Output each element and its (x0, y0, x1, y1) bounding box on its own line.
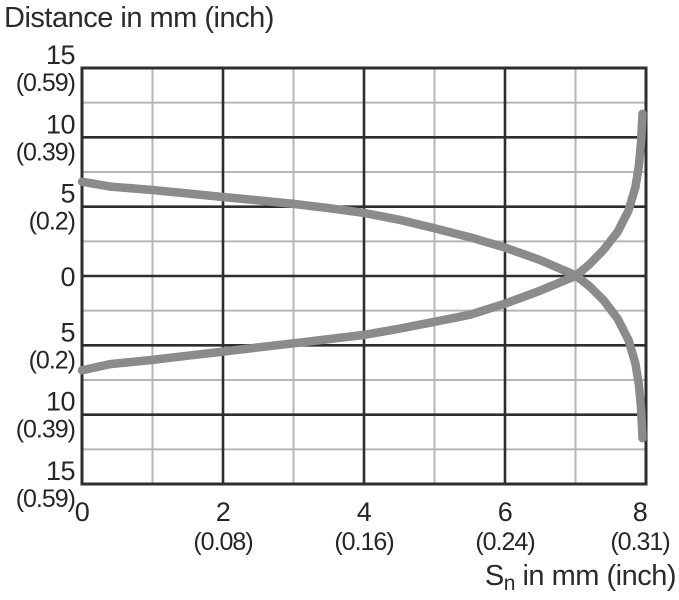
x-axis-tick-labels: 0 2(0.08) 4(0.16) 6(0.24) 8(0.31) (75, 497, 671, 556)
major-gridlines (80, 66, 648, 486)
y-tick-inch-label: (0.39) (16, 416, 75, 444)
sensing-curves (77, 109, 647, 443)
x-tick-inch-label: (0.08) (193, 528, 252, 556)
y-tick-mm-label: 0 (60, 262, 75, 292)
x-tick-inch-label: (0.31) (610, 528, 669, 556)
x-tick-mm-label: 6 (498, 497, 513, 527)
y-axis-tick-labels: 15(0.59)10(0.39)5(0.2)05(0.2)10(0.39)15(… (16, 40, 76, 513)
x-tick-inch-label: (0.16) (334, 528, 393, 556)
y-tick-inch-label: (0.2) (29, 346, 75, 374)
x-tick-inch-label: (0.24) (475, 528, 534, 556)
y-tick-inch-label: (0.59) (16, 69, 75, 97)
y-tick-mm-label: 10 (46, 109, 75, 139)
y-tick-inch-label: (0.39) (16, 138, 75, 166)
x-tick-mm-label: 8 (633, 497, 648, 527)
y-tick-inch-label: (0.59) (16, 485, 75, 513)
chart-title: Distance in mm (inch) (4, 2, 274, 34)
x-axis-title-subscript: n (503, 572, 516, 595)
y-tick-mm-label: 5 (60, 317, 75, 347)
y-tick-mm-label: 15 (46, 40, 75, 70)
x-tick-mm-label: 2 (216, 497, 231, 527)
x-tick-mm-label: 4 (357, 497, 372, 527)
sensing-curve-upper (77, 177, 647, 443)
y-tick-inch-label: (0.2) (29, 208, 75, 236)
y-tick-mm-label: 5 (60, 179, 75, 209)
x-tick-mm-label: 0 (75, 497, 90, 527)
x-axis-title-rest: in mm (inch) (514, 560, 676, 592)
x-axis-title: Sn in mm (inch) (484, 560, 677, 600)
y-tick-mm-label: 10 (46, 387, 75, 417)
y-tick-mm-label: 15 (46, 456, 75, 486)
sensing-curve-lower (77, 109, 647, 375)
x-axis-title-prefix: S (484, 560, 504, 592)
plot-border (80, 66, 648, 486)
